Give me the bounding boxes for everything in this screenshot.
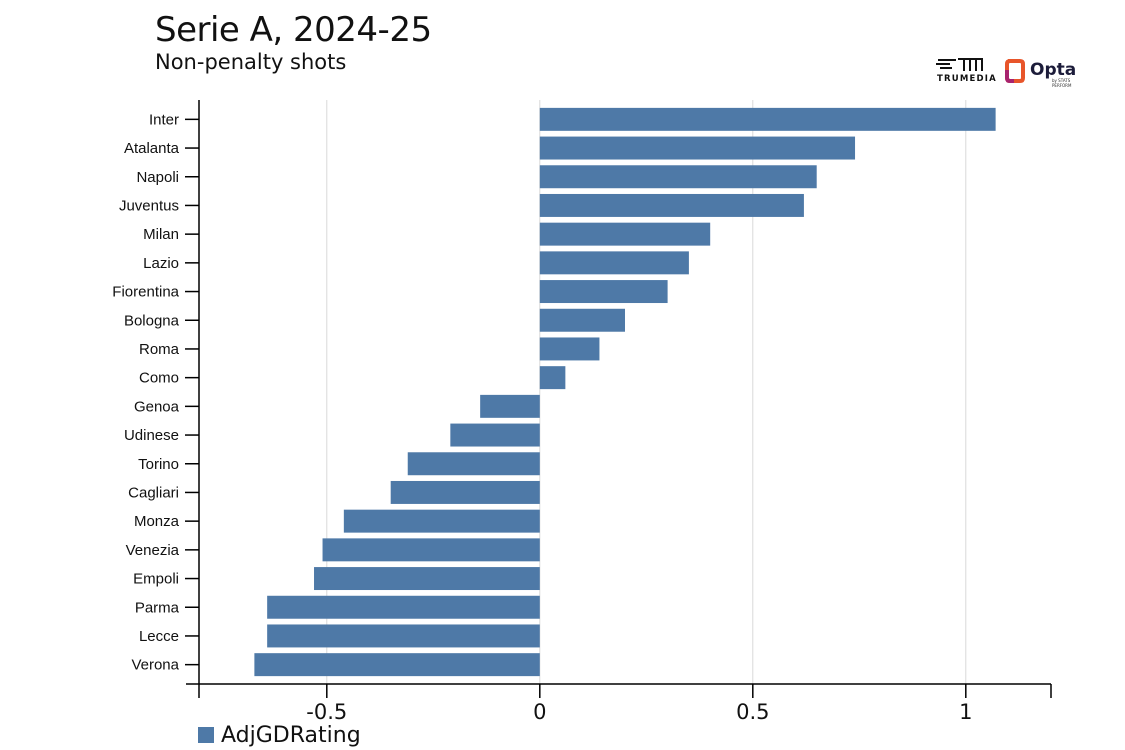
opta-logo-text: Opta	[1030, 60, 1077, 80]
legend: AdjGDRating	[198, 722, 361, 748]
bar-empoli	[314, 567, 540, 591]
opta-logo-subtext: by STATS PERFORM	[1052, 78, 1072, 88]
x-tick-label: 0	[533, 700, 546, 724]
opta-logo-icon	[1005, 59, 1025, 83]
y-tick-label: Udinese	[124, 427, 179, 444]
y-tick-label: Bologna	[124, 312, 180, 329]
x-tick-label: -0.5	[306, 700, 347, 724]
bar-lecce	[267, 624, 540, 648]
y-tick-label: Juventus	[119, 197, 179, 214]
bar-venezia	[322, 538, 540, 562]
y-tick-label: Monza	[134, 513, 180, 530]
bar-torino	[407, 452, 540, 476]
bar-lazio	[539, 251, 689, 275]
bar-roma	[539, 337, 600, 361]
y-tick-label: Venezia	[126, 542, 180, 559]
chart-subtitle: Non-penalty shots	[155, 50, 347, 74]
y-tick-label: Atalanta	[124, 140, 180, 157]
y-tick-label: Inter	[149, 111, 179, 128]
y-tick-label: Genoa	[134, 398, 180, 415]
y-tick-label: Roma	[139, 341, 180, 358]
y-tick-label: Cagliari	[128, 484, 179, 501]
y-tick-label: Parma	[135, 599, 180, 616]
bar-udinese	[450, 423, 540, 447]
bar-genoa	[480, 394, 540, 418]
bar-monza	[343, 509, 540, 533]
bar-verona	[254, 653, 540, 677]
y-tick-label: Lazio	[143, 255, 179, 272]
y-tick-label: Milan	[143, 226, 179, 243]
chart-title: Serie A, 2024-25	[155, 10, 432, 50]
bar-atalanta	[539, 136, 856, 160]
y-tick-label: Fiorentina	[112, 284, 179, 301]
trumedia-logo-icon	[936, 58, 983, 71]
trumedia-logo-text: TRUMEDIA	[937, 74, 997, 84]
y-tick-label: Empoli	[133, 571, 179, 588]
x-tick-label: 0.5	[736, 700, 769, 724]
bar-como	[539, 366, 566, 390]
y-tick-label: Verona	[131, 657, 179, 674]
bar-parma	[267, 595, 540, 619]
bar-fiorentina	[539, 280, 668, 304]
bar-napoli	[539, 165, 817, 189]
y-tick-label: Napoli	[136, 169, 179, 186]
legend-swatch	[198, 727, 214, 743]
bar-cagliari	[390, 480, 540, 504]
y-tick-label: Como	[139, 370, 179, 387]
logos: TRUMEDIA Opta by STATS PERFORM	[934, 56, 1084, 88]
y-tick-label: Torino	[138, 456, 179, 473]
bar-inter	[539, 107, 996, 131]
bar-milan	[539, 222, 711, 246]
y-tick-label: Lecce	[139, 628, 179, 645]
legend-label: AdjGDRating	[221, 722, 361, 748]
bar-bologna	[539, 308, 625, 332]
bar-juventus	[539, 193, 804, 217]
x-tick-label: 1	[959, 700, 972, 724]
